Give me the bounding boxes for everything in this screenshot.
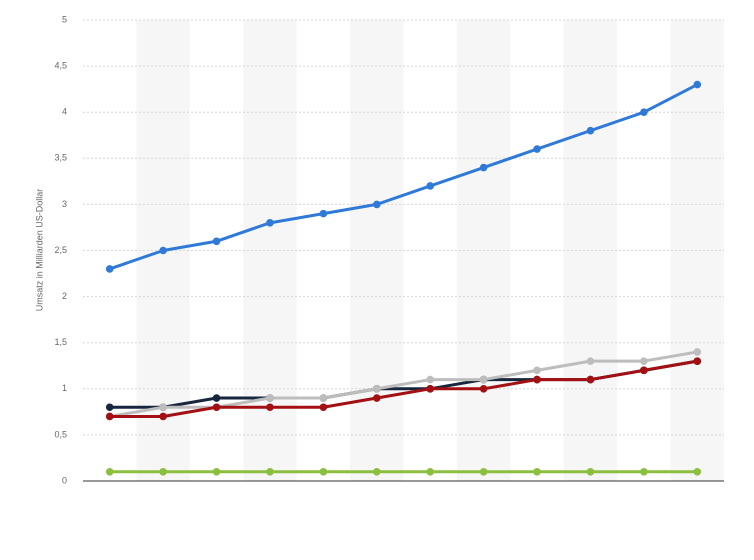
y-tick-label: 0,5 — [54, 429, 67, 439]
y-tick-label: 3 — [62, 199, 67, 209]
data-point — [212, 394, 221, 402]
y-tick-label: 4,5 — [54, 60, 67, 70]
data-point — [640, 366, 648, 375]
data-point — [266, 467, 274, 476]
y-tick-label: 2 — [62, 291, 67, 301]
data-point — [372, 200, 381, 209]
data-point — [586, 357, 595, 365]
data-point — [479, 375, 488, 384]
data-point — [159, 467, 167, 476]
data-point — [105, 265, 114, 273]
data-point — [372, 394, 381, 402]
y-tick-label: 0 — [62, 475, 67, 485]
data-point — [105, 412, 114, 421]
data-point — [266, 219, 274, 227]
y-tick-label: 1 — [62, 383, 67, 393]
data-point — [586, 467, 595, 476]
data-point — [426, 385, 435, 393]
data-point — [693, 357, 702, 365]
y-tick-label: 4 — [62, 107, 67, 117]
data-point — [533, 467, 541, 476]
y-tick-label: 5 — [62, 14, 67, 24]
data-point — [319, 209, 328, 218]
data-point — [426, 182, 435, 190]
data-point — [319, 394, 328, 402]
y-tick-label: 2,5 — [54, 245, 67, 255]
data-point — [479, 467, 488, 476]
data-point — [159, 403, 167, 412]
data-point — [693, 80, 702, 89]
data-point — [266, 394, 274, 402]
data-point — [159, 412, 167, 421]
data-point — [533, 145, 541, 153]
y-tick-label: 1,5 — [54, 337, 67, 347]
data-point — [533, 375, 541, 384]
data-point — [212, 403, 221, 412]
data-point — [640, 357, 648, 365]
series-line — [109, 350, 698, 418]
data-point — [640, 108, 648, 116]
data-point — [479, 385, 488, 393]
series-line — [109, 83, 698, 271]
data-point — [586, 375, 595, 384]
data-point — [426, 375, 435, 384]
data-point — [105, 467, 114, 476]
data-point — [533, 366, 541, 375]
data-point — [372, 385, 381, 393]
data-point — [372, 467, 381, 476]
data-point — [640, 467, 648, 476]
data-point — [159, 246, 167, 255]
data-point — [479, 163, 488, 172]
data-point — [693, 467, 702, 476]
data-point — [212, 237, 221, 246]
y-axis-label: Umsatz in Milliarden US-Dollar — [34, 189, 44, 312]
data-point — [212, 467, 221, 476]
data-point — [586, 126, 595, 135]
data-point — [105, 403, 114, 412]
data-point — [319, 403, 328, 412]
data-point — [319, 467, 328, 476]
data-point — [693, 348, 702, 356]
series-line — [109, 359, 698, 418]
data-point — [426, 467, 435, 476]
y-tick-label: 3,5 — [54, 153, 67, 163]
data-point — [266, 403, 274, 412]
